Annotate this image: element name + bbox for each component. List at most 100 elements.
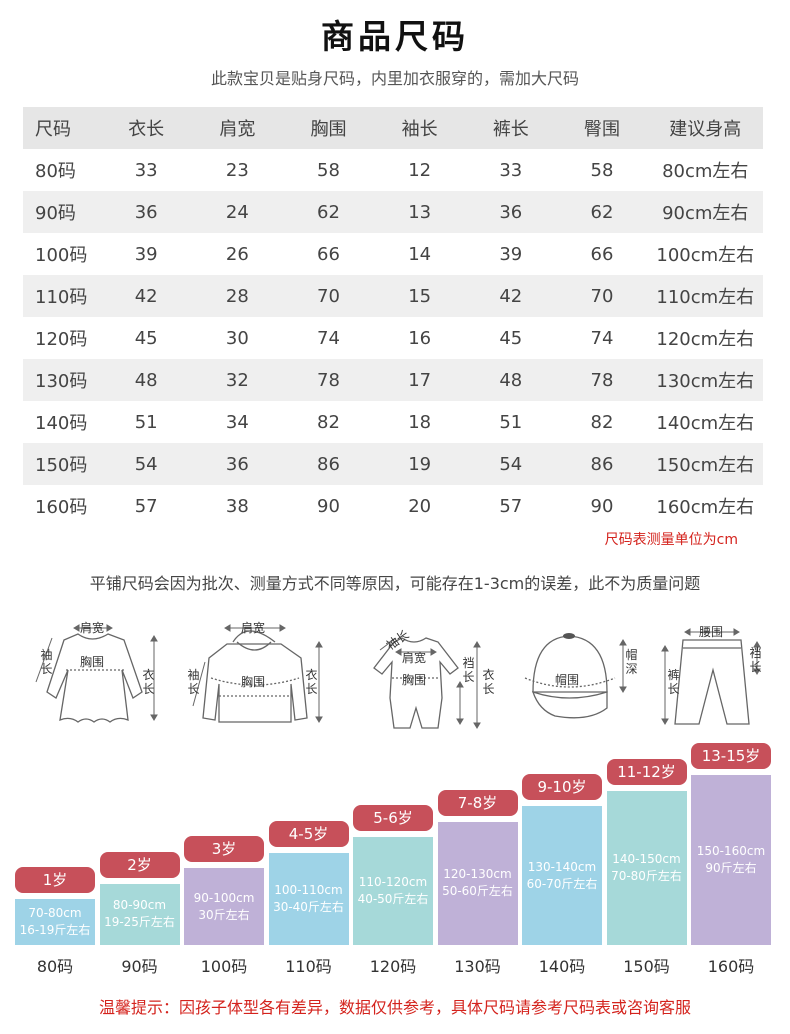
height-range: 120-130cm <box>443 867 512 882</box>
age-tag: 13-15岁 <box>691 743 771 769</box>
table-cell: 57 <box>499 495 523 517</box>
table-cell: 39 <box>499 243 523 265</box>
table-cell: 150cm左右 <box>647 443 763 485</box>
table-cell: 36 <box>100 191 192 233</box>
table-cell: 130码 <box>23 359 101 401</box>
column-header: 肩宽 <box>191 107 283 149</box>
height-range: 90-100cm <box>193 890 255 905</box>
table-cell: 90 <box>590 495 614 517</box>
table-cell: 160cm左右 <box>656 497 755 518</box>
age-tag: 11-12岁 <box>606 758 687 785</box>
table-cell: 82 <box>590 411 614 433</box>
column-header: 建议身高 <box>647 107 763 149</box>
dress-length-label: 衣长 <box>142 668 155 696</box>
table-row: 150码 54 36 86 19 54 86 150cm左右 <box>23 443 763 485</box>
dress-outline-icon <box>35 624 158 723</box>
table-cell: 42 <box>100 275 192 317</box>
table-cell: 66 <box>317 243 340 265</box>
romper-outline-icon <box>373 637 481 729</box>
age-tag: 4-5岁 <box>268 820 349 847</box>
hat-circumference-label: 帽围 <box>555 673 580 687</box>
table-cell: 80码 <box>35 161 76 182</box>
weight-range: 50-60斤左右 <box>442 884 513 899</box>
table-cell: 120码 <box>35 329 88 350</box>
height-range: 110-120cm <box>358 875 428 889</box>
age-tag: 1岁 <box>15 867 95 893</box>
table-row: 130码 48 32 78 17 48 78 130cm左右 <box>23 359 763 401</box>
height-bar: 80-90cm 19-25斤左右 <box>99 883 180 945</box>
height-range: 70-80cm <box>28 906 82 920</box>
page-subtitle: 此款宝贝是贴身尺码，内里加衣服穿的，需加大尺码 <box>210 69 579 88</box>
hat-depth-label: 帽深 <box>625 648 638 676</box>
age-tag: 7-8岁 <box>437 789 518 816</box>
height-bar: 140-150cm 70-80斤左右 <box>606 790 687 945</box>
hoodie-length-label: 衣长 <box>305 668 318 696</box>
size-label: 130码 <box>454 957 501 976</box>
table-cell: 110cm左右 <box>647 275 763 317</box>
height-bar: 150-160cm 90斤左右 <box>691 775 771 945</box>
table-cell: 160码 <box>35 497 88 518</box>
table-cell: 80cm左右 <box>662 161 749 182</box>
size-table: 尺码 衣长 肩宽 胸围 袖长 裤长 臀围 建议身高 80码 33 23 58 12 33 58 80cm左右… <box>23 107 763 527</box>
table-cell: 110码 <box>23 275 101 317</box>
romper-shoulder-label: 肩宽 <box>402 651 427 665</box>
table-cell: 90 <box>317 495 340 517</box>
dress-shoulder-label: 肩宽 <box>80 621 105 635</box>
table-cell: 45 <box>499 327 523 349</box>
table-cell: 58 <box>590 159 614 181</box>
table-row: 90码 36 24 62 13 36 62 90cm左右 <box>23 191 763 233</box>
table-cell: 36 <box>191 443 283 485</box>
weight-range: 30斤左右 <box>198 907 250 922</box>
romper-crotch-label: 裆长 <box>462 656 475 684</box>
table-cell: 28 <box>191 275 283 317</box>
column-header: 衣长 <box>100 107 192 149</box>
table-cell: 18 <box>408 411 432 433</box>
table-cell: 66 <box>590 243 614 265</box>
table-cell: 82 <box>317 411 340 433</box>
pants-waist-label: 腰围 <box>699 625 724 639</box>
size-label: 110码 <box>285 957 332 976</box>
pants-outline-icon <box>661 628 761 725</box>
table-cell: 140码 <box>35 413 88 434</box>
size-label: 100码 <box>200 957 248 976</box>
table-cell: 32 <box>191 359 283 401</box>
table-cell: 100码 <box>35 245 88 266</box>
height-bar: 100-110cm 30-40斤左右 <box>268 852 349 945</box>
column-header: 尺码 <box>23 107 101 149</box>
table-row: 80码 33 23 58 12 33 58 80cm左右 <box>23 149 763 191</box>
unit-note: 尺码表测量单位为cm <box>604 532 738 548</box>
table-row: 110码 42 28 70 15 42 70 110cm左右 <box>23 275 763 317</box>
height-bar: 120-130cm 50-60斤左右 <box>437 821 518 945</box>
height-bar: 110-120cm 40-50斤左右 <box>353 837 433 945</box>
page-title: 商品尺码 <box>321 17 469 56</box>
table-cell: 15 <box>374 275 466 317</box>
table-cell: 13 <box>374 191 466 233</box>
age-tag: 3岁 <box>184 836 264 862</box>
table-cell: 26 <box>225 243 249 265</box>
pants-crotch-label: 裆长 <box>749 646 762 674</box>
size-label: 150码 <box>623 957 670 976</box>
table-cell: 90cm左右 <box>647 191 763 233</box>
height-range: 150-160cm <box>696 844 766 858</box>
table-cell: 74 <box>317 327 340 349</box>
table-cell: 17 <box>374 359 466 401</box>
table-cell: 57 <box>134 495 158 517</box>
column-header: 裤长 <box>465 107 557 149</box>
column-header: 胸围 <box>282 107 375 149</box>
table-cell: 48 <box>465 359 557 401</box>
hat-outline-icon <box>524 633 627 719</box>
size-label: 160码 <box>707 957 755 976</box>
hoodie-shoulder-label: 肩宽 <box>241 621 266 635</box>
table-cell: 150码 <box>23 443 101 485</box>
table-cell: 51 <box>134 411 158 433</box>
table-cell: 70 <box>282 275 375 317</box>
weight-range: 40-50斤左右 <box>357 892 429 906</box>
footer-tip: 温馨提示：因孩子体型各有差异，数据仅供参考，具体尺码请参考尺码表或咨询客服 <box>98 998 691 1017</box>
age-tag: 9-10岁 <box>522 774 602 800</box>
height-chart: 70-80cm 16-19斤左右 1岁 80码 80-90cm 19-25斤左右 2岁 90码… <box>0 743 790 980</box>
hat-diagram: 帽围 帽深 <box>515 612 645 732</box>
hoodie-diagram: 肩宽 胸围 袖长 衣长 <box>185 612 335 732</box>
table-cell: 140cm左右 <box>656 413 755 434</box>
table-cell: 100cm左右 <box>656 245 755 266</box>
table-cell: 34 <box>225 411 249 433</box>
